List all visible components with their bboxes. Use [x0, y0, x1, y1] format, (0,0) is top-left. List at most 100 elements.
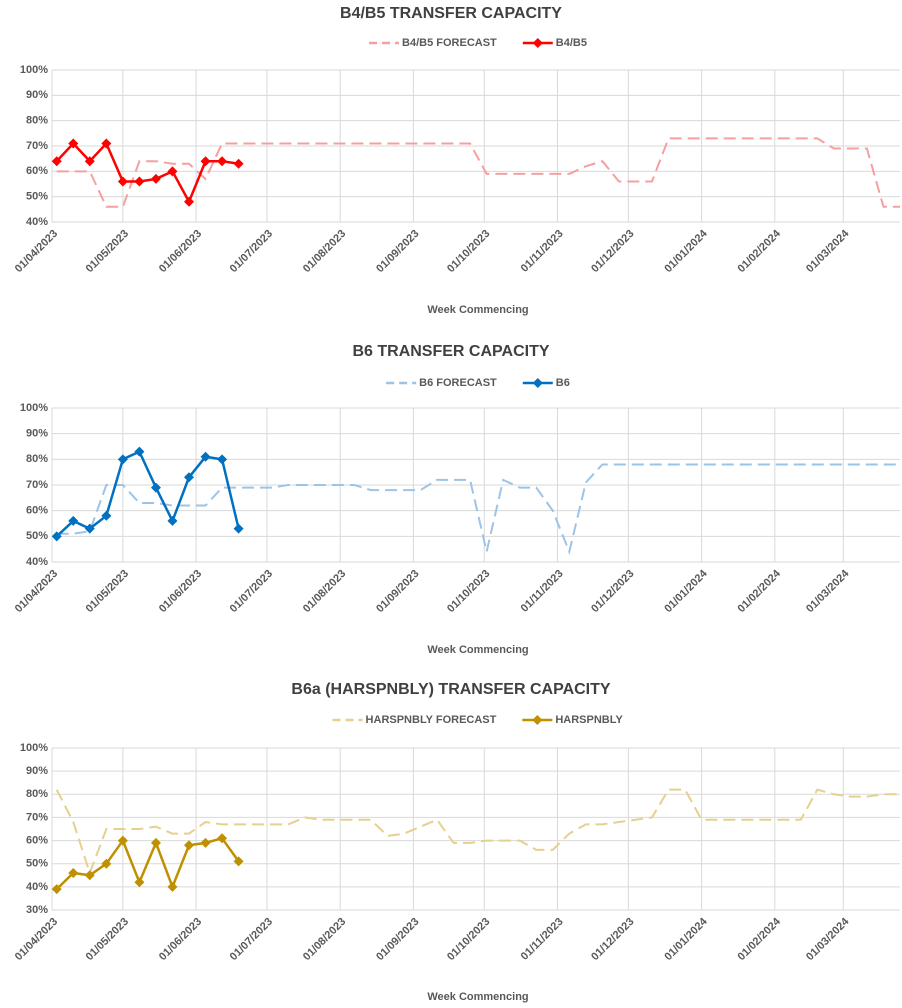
x-tick-label: 01/03/2024 — [804, 227, 852, 275]
y-tick-label: 100% — [20, 742, 48, 754]
series-line — [56, 463, 900, 556]
chart-title: B4/B5 TRANSFER CAPACITY — [340, 5, 562, 22]
legend-label: B4/B5 — [556, 37, 587, 49]
legend-label: B6 FORECAST — [419, 377, 497, 389]
data-point — [200, 156, 211, 167]
data-point — [217, 833, 228, 844]
series-line — [55, 449, 240, 538]
data-point — [101, 510, 112, 521]
y-tick-label: 90% — [26, 765, 48, 777]
y-tick-label: 70% — [26, 479, 48, 491]
x-tick-label: 01/09/2023 — [374, 228, 421, 275]
legend: B6 FORECAST B6 — [386, 377, 570, 389]
data-point — [117, 835, 128, 846]
x-tick-label: 01/10/2023 — [445, 568, 492, 615]
data-point — [200, 837, 211, 848]
x-tick-label: 01/03/2024 — [804, 915, 852, 963]
y-tick-label: 70% — [26, 140, 48, 152]
x-tick-label: 01/07/2023 — [228, 228, 275, 275]
y-tick-label: 100% — [20, 402, 48, 414]
legend-marker — [532, 715, 543, 725]
y-tick-label: 40% — [26, 881, 48, 893]
x-tick-label: 01/09/2023 — [374, 916, 421, 963]
data-point — [134, 446, 145, 457]
legend-label: B4/B5 FORECAST — [402, 37, 497, 49]
x-tick-label: 01/08/2023 — [301, 916, 348, 963]
data-point — [217, 156, 228, 167]
data-point — [184, 472, 195, 483]
data-point — [150, 173, 161, 184]
series-line — [55, 788, 900, 876]
data-point — [233, 158, 244, 169]
x-tick-label: 01/07/2023 — [228, 568, 275, 615]
legend: HARSPNBLY FORECAST HARSPNBLY — [332, 714, 623, 726]
data-point — [233, 523, 244, 534]
x-tick-label: 01/01/2024 — [662, 227, 710, 275]
data-point — [68, 515, 79, 526]
y-tick-label: 40% — [26, 556, 48, 568]
x-tick-label: 01/01/2024 — [662, 567, 710, 615]
data-point — [167, 515, 178, 526]
data-point — [84, 870, 95, 881]
data-point — [167, 881, 178, 892]
data-point — [68, 867, 79, 878]
x-tick-label: 01/02/2024 — [736, 227, 784, 275]
data-point — [233, 856, 244, 867]
x-axis-label: Week Commencing — [427, 644, 528, 656]
x-tick-label: 01/12/2023 — [589, 916, 636, 963]
legend-label: HARSPNBLY — [555, 714, 623, 726]
x-tick-label: 01/03/2024 — [804, 567, 852, 615]
data-point — [200, 451, 211, 462]
legend-marker — [532, 38, 543, 48]
data-point — [150, 837, 161, 848]
data-point — [51, 884, 62, 895]
y-tick-label: 50% — [26, 191, 48, 203]
data-point — [101, 858, 112, 869]
series-line — [55, 141, 239, 205]
y-tick-label: 60% — [26, 834, 48, 846]
x-tick-label: 01/06/2023 — [157, 568, 204, 615]
y-tick-label: 50% — [26, 858, 48, 870]
data-point — [101, 138, 112, 149]
x-tick-label: 01/12/2023 — [589, 228, 636, 275]
legend-marker — [532, 378, 543, 388]
x-tick-label: 01/11/2023 — [519, 228, 566, 275]
x-tick-label: 01/12/2023 — [589, 568, 636, 615]
x-tick-label: 01/06/2023 — [157, 916, 204, 963]
y-tick-label: 80% — [26, 453, 48, 465]
x-tick-label: 01/05/2023 — [84, 916, 131, 963]
x-tick-label: 01/05/2023 — [84, 568, 131, 615]
data-point — [167, 166, 178, 177]
y-tick-label: 90% — [26, 428, 48, 440]
data-point — [51, 156, 62, 167]
data-point — [184, 196, 195, 207]
data-point — [184, 840, 195, 851]
y-tick-label: 100% — [20, 64, 48, 76]
data-point — [68, 138, 79, 149]
x-tick-label: 01/09/2023 — [374, 568, 421, 615]
y-tick-label: 60% — [26, 505, 48, 517]
y-tick-label: 50% — [26, 530, 48, 542]
data-point — [117, 454, 128, 465]
data-point — [84, 523, 95, 534]
y-tick-label: 30% — [26, 904, 48, 916]
x-tick-label: 01/08/2023 — [301, 228, 348, 275]
y-tick-label: 80% — [26, 788, 48, 800]
x-tick-label: 01/11/2023 — [519, 916, 566, 963]
x-tick-label: 01/10/2023 — [445, 916, 492, 963]
y-tick-label: 60% — [26, 165, 48, 177]
x-tick-label: 01/04/2023 — [13, 916, 60, 963]
x-tick-label: 01/05/2023 — [84, 228, 131, 275]
x-tick-label: 01/07/2023 — [228, 916, 275, 963]
x-tick-label: 01/11/2023 — [519, 568, 566, 615]
data-point — [84, 156, 95, 167]
x-tick-label: 01/10/2023 — [445, 228, 492, 275]
x-tick-label: 01/04/2023 — [13, 228, 60, 275]
legend-label: B6 — [556, 377, 570, 389]
x-axis-label: Week Commencing — [427, 304, 528, 316]
y-tick-label: 40% — [26, 216, 48, 228]
chart-title: B6 TRANSFER CAPACITY — [352, 343, 549, 360]
series-line — [56, 137, 900, 208]
y-tick-label: 80% — [26, 115, 48, 127]
